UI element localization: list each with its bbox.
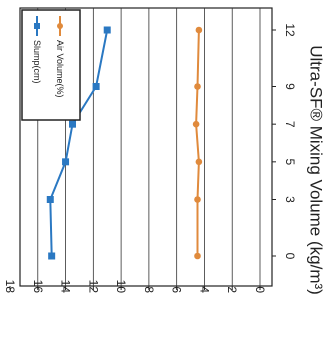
legend-box [21,9,81,121]
data-point [194,196,201,203]
x-tick-label: 7 [283,121,297,128]
y-tick-label: 18 [3,280,17,294]
legend-label: Air Volume(%) [55,40,65,98]
y-tick-label: 0 [253,286,267,293]
x-tick-label: 0 [283,253,297,260]
data-point [62,158,70,166]
data-point [195,26,203,34]
y-tick-label: 16 [31,280,45,294]
legend-label: Slump(cm) [32,40,42,84]
data-point [194,83,201,90]
data-point [48,252,56,260]
y-tick-label: 8 [142,286,156,293]
series-line [49,29,109,257]
y-tick-label: 14 [59,280,73,294]
x-axis-label: Ultra-SF® Mixing Volume (kg/m³) [307,45,326,295]
y-tick-label: 6 [170,286,184,293]
x-tick-label: 12 [283,23,297,37]
data-point [69,120,76,128]
legend-marker [57,23,63,29]
data-point [192,120,200,128]
y-tick-label: 10 [114,280,128,294]
legend-marker [34,23,40,29]
x-tick-label: 3 [283,196,297,203]
data-point [92,83,100,90]
x-tick-label: 9 [283,83,297,90]
plot-area-border [19,7,273,287]
y-tick-label: 12 [86,280,100,294]
y-tick-label: 2 [225,286,239,293]
series-line [195,29,200,256]
data-point [103,26,111,34]
data-point [195,158,203,166]
x-tick-label: 5 [283,158,297,165]
data-point [46,196,54,203]
y-tick-label: 4 [197,286,211,293]
data-point [194,252,201,260]
